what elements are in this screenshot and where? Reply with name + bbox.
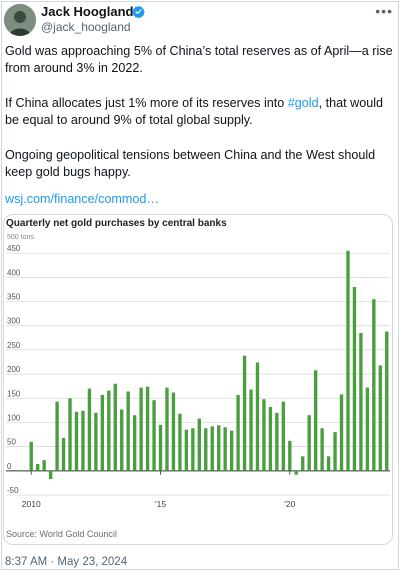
chart-bar: [229, 430, 234, 471]
chart-title: Quarterly net gold purchases by central …: [6, 218, 227, 229]
y-tick-label: 100: [7, 413, 21, 422]
chart-bar: [242, 355, 247, 471]
chart-bar: [313, 370, 318, 471]
post-timestamp[interactable]: 8:37 AM · May 23, 2024: [5, 556, 128, 568]
avatar-image: [4, 4, 36, 36]
chart-bar: [262, 399, 266, 471]
chart-bar: [301, 456, 305, 471]
y-tick-label: 50: [7, 438, 16, 447]
bar-chart: 450 400 350 300 250 200 150 100 50 0 -50 500 tons 20…: [6, 234, 390, 509]
y-tick-label: 400: [7, 268, 21, 277]
chart-bar: [48, 470, 53, 480]
chart-bar: [294, 470, 298, 475]
chart-bar: [165, 387, 169, 471]
more-options-icon[interactable]: •••: [375, 3, 393, 19]
chart-source: Source: World Gold Council: [6, 529, 117, 539]
chart-bar: [55, 401, 59, 471]
y-tick-label: 150: [7, 389, 21, 398]
chart-bar: [275, 412, 279, 471]
chart-bar: [365, 387, 370, 471]
chart-bar: [307, 415, 311, 471]
chart-bar: [288, 440, 292, 471]
verified-badge-icon: [132, 5, 145, 18]
y-tick-label: 300: [7, 317, 21, 326]
post-text: Gold was approaching 5% of China’s total…: [5, 43, 395, 206]
chart-bar: [352, 287, 357, 471]
chart-bar: [191, 428, 195, 471]
chart-bar: [100, 394, 105, 471]
chart-bar: [139, 387, 143, 471]
chart-bar: [236, 394, 240, 471]
chart-bar: [217, 425, 221, 471]
chart-bar: [126, 391, 130, 471]
y-tick-label: 350: [7, 293, 21, 302]
hashtag-link[interactable]: #gold: [287, 96, 319, 110]
chart-bar: [120, 409, 124, 471]
chart-bar: [210, 426, 214, 471]
chart-bar: [255, 362, 260, 471]
chart-bar: [359, 332, 363, 471]
chart-bar: [145, 386, 150, 471]
chart-bar: [326, 456, 331, 471]
avatar[interactable]: [4, 4, 36, 36]
chart-bar: [378, 365, 382, 471]
x-tick-label: '15: [155, 499, 166, 509]
chart-bar: [94, 412, 98, 471]
chart-bar: [29, 441, 33, 471]
y-tick-label: 0: [7, 462, 12, 471]
chart-bar: [320, 428, 324, 471]
chart-bar: [178, 413, 182, 471]
post-paragraph-2-end: , that would be equal to around 9% of to…: [5, 96, 384, 127]
chart-bar: [372, 299, 376, 471]
chart-bar: [107, 390, 111, 471]
post-paragraph-3: Ongoing geopolitical tensions between Ch…: [5, 148, 376, 179]
author-name[interactable]: Jack Hoogland: [41, 4, 134, 19]
post-header: Jack Hoogland @jack_hoogland •••: [3, 3, 397, 39]
post-paragraph-2-start: If China allocates just 1% more of its r…: [5, 96, 288, 110]
chart-bar: [158, 424, 163, 471]
x-tick-label: '20: [284, 499, 295, 509]
chart-bar: [333, 432, 337, 471]
chart-bar: [184, 429, 189, 471]
chart-bar: [268, 406, 273, 471]
chart-bar: [36, 464, 40, 471]
x-tick-label: 2010: [22, 499, 41, 509]
chart-bar: [152, 400, 156, 471]
y-unit-label: 500 tons: [7, 234, 34, 241]
author-handle[interactable]: @jack_hoogland: [41, 20, 131, 34]
y-tick-label: 250: [7, 341, 21, 350]
chart-image-card[interactable]: 450 400 350 300 250 200 150 100 50 0 -50 500 tons 20…: [3, 214, 393, 545]
chart-bar: [87, 388, 92, 471]
chart-bar: [171, 392, 176, 471]
chart-bar: [339, 394, 344, 471]
chart-bar: [132, 415, 137, 471]
article-link[interactable]: wsj.com/finance/commod…: [5, 192, 159, 206]
chart-bar: [68, 398, 72, 471]
chart-bar: [223, 427, 227, 471]
chart-bar: [385, 331, 389, 471]
chart-bar: [249, 389, 253, 471]
chart-bar: [204, 428, 208, 471]
post-paragraph-1: Gold was approaching 5% of China’s total…: [5, 44, 393, 75]
y-tick-label: 200: [7, 365, 21, 374]
post-link-line: wsj.com/finance/commod…: [5, 191, 395, 208]
chart-bar: [81, 410, 85, 471]
chart-bar: [346, 250, 350, 471]
chart-bar: [42, 460, 46, 471]
post-paragraph-2: If China allocates just 1% more of its r…: [5, 95, 395, 129]
chart-bar: [197, 418, 201, 471]
chart-bar: [113, 383, 117, 471]
chart-bar: [61, 437, 66, 471]
chart-bar: [281, 401, 286, 471]
chart-bar: [74, 411, 79, 471]
y-tick-label: 450: [7, 244, 21, 253]
y-tick-label: -50: [7, 486, 19, 495]
